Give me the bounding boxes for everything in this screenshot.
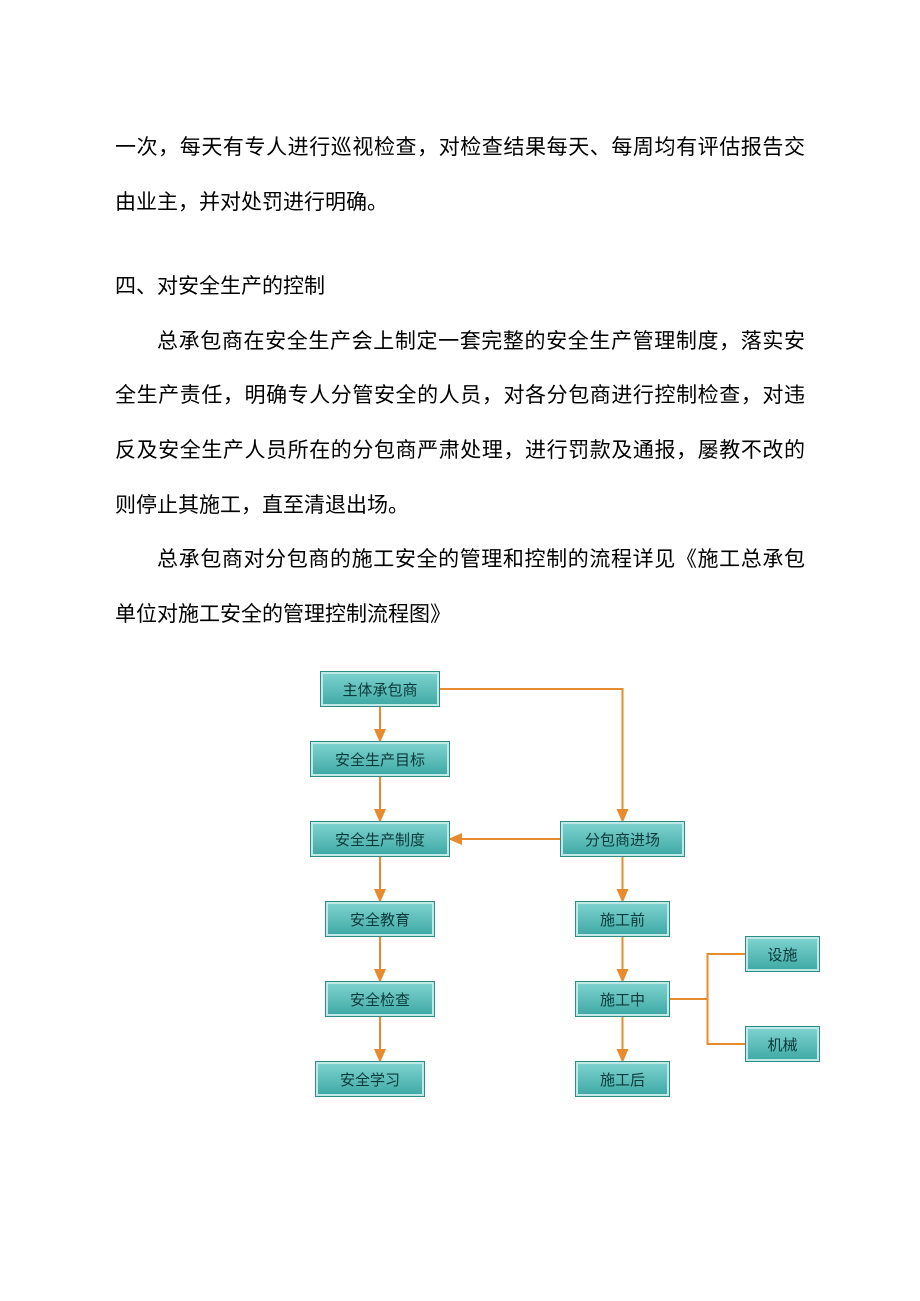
flowchart-node: 主体承包商 — [320, 671, 440, 707]
flowchart-node: 设施 — [745, 936, 820, 972]
flowchart-container: 主体承包商安全生产目标安全生产制度安全教育安全检查安全学习 分包商进场施工前施工中… — [115, 671, 805, 1111]
section-heading-4: 四、对安全生产的控制 — [115, 259, 805, 314]
flowchart-node: 施工前 — [575, 901, 670, 937]
paragraph-2: 总承包商在安全生产会上制定一套完整的安全生产管理制度，落实安全生产责任，明确专人… — [115, 314, 805, 532]
flowchart-node: 施工后 — [575, 1061, 670, 1097]
flowchart-edges-layer — [205, 671, 825, 1111]
flowchart-node: 安全生产目标 — [310, 741, 450, 777]
flowchart-node: 机械 — [745, 1026, 820, 1062]
document-page: 一次，每天有专人进行巡视检查，对检查结果每天、每周均有评估报告交由业主，并对处罚… — [0, 0, 920, 1171]
flowchart-node: 施工中 — [575, 981, 670, 1017]
flowchart-node: 分包商进场 — [560, 821, 685, 857]
flowchart-node: 安全检查 — [325, 981, 435, 1017]
paragraph-continuation: 一次，每天有专人进行巡视检查，对检查结果每天、每周均有评估报告交由业主，并对处罚… — [115, 120, 805, 229]
paragraph-3: 总承包商对分包商的施工安全的管理和控制的流程详见《施工总承包单位对施工安全的管理… — [115, 532, 805, 641]
flowchart-node: 安全生产制度 — [310, 821, 450, 857]
safety-flowchart: 主体承包商安全生产目标安全生产制度安全教育安全检查安全学习 分包商进场施工前施工中… — [205, 671, 825, 1111]
flowchart-node: 安全学习 — [315, 1061, 425, 1097]
flowchart-node: 安全教育 — [325, 901, 435, 937]
